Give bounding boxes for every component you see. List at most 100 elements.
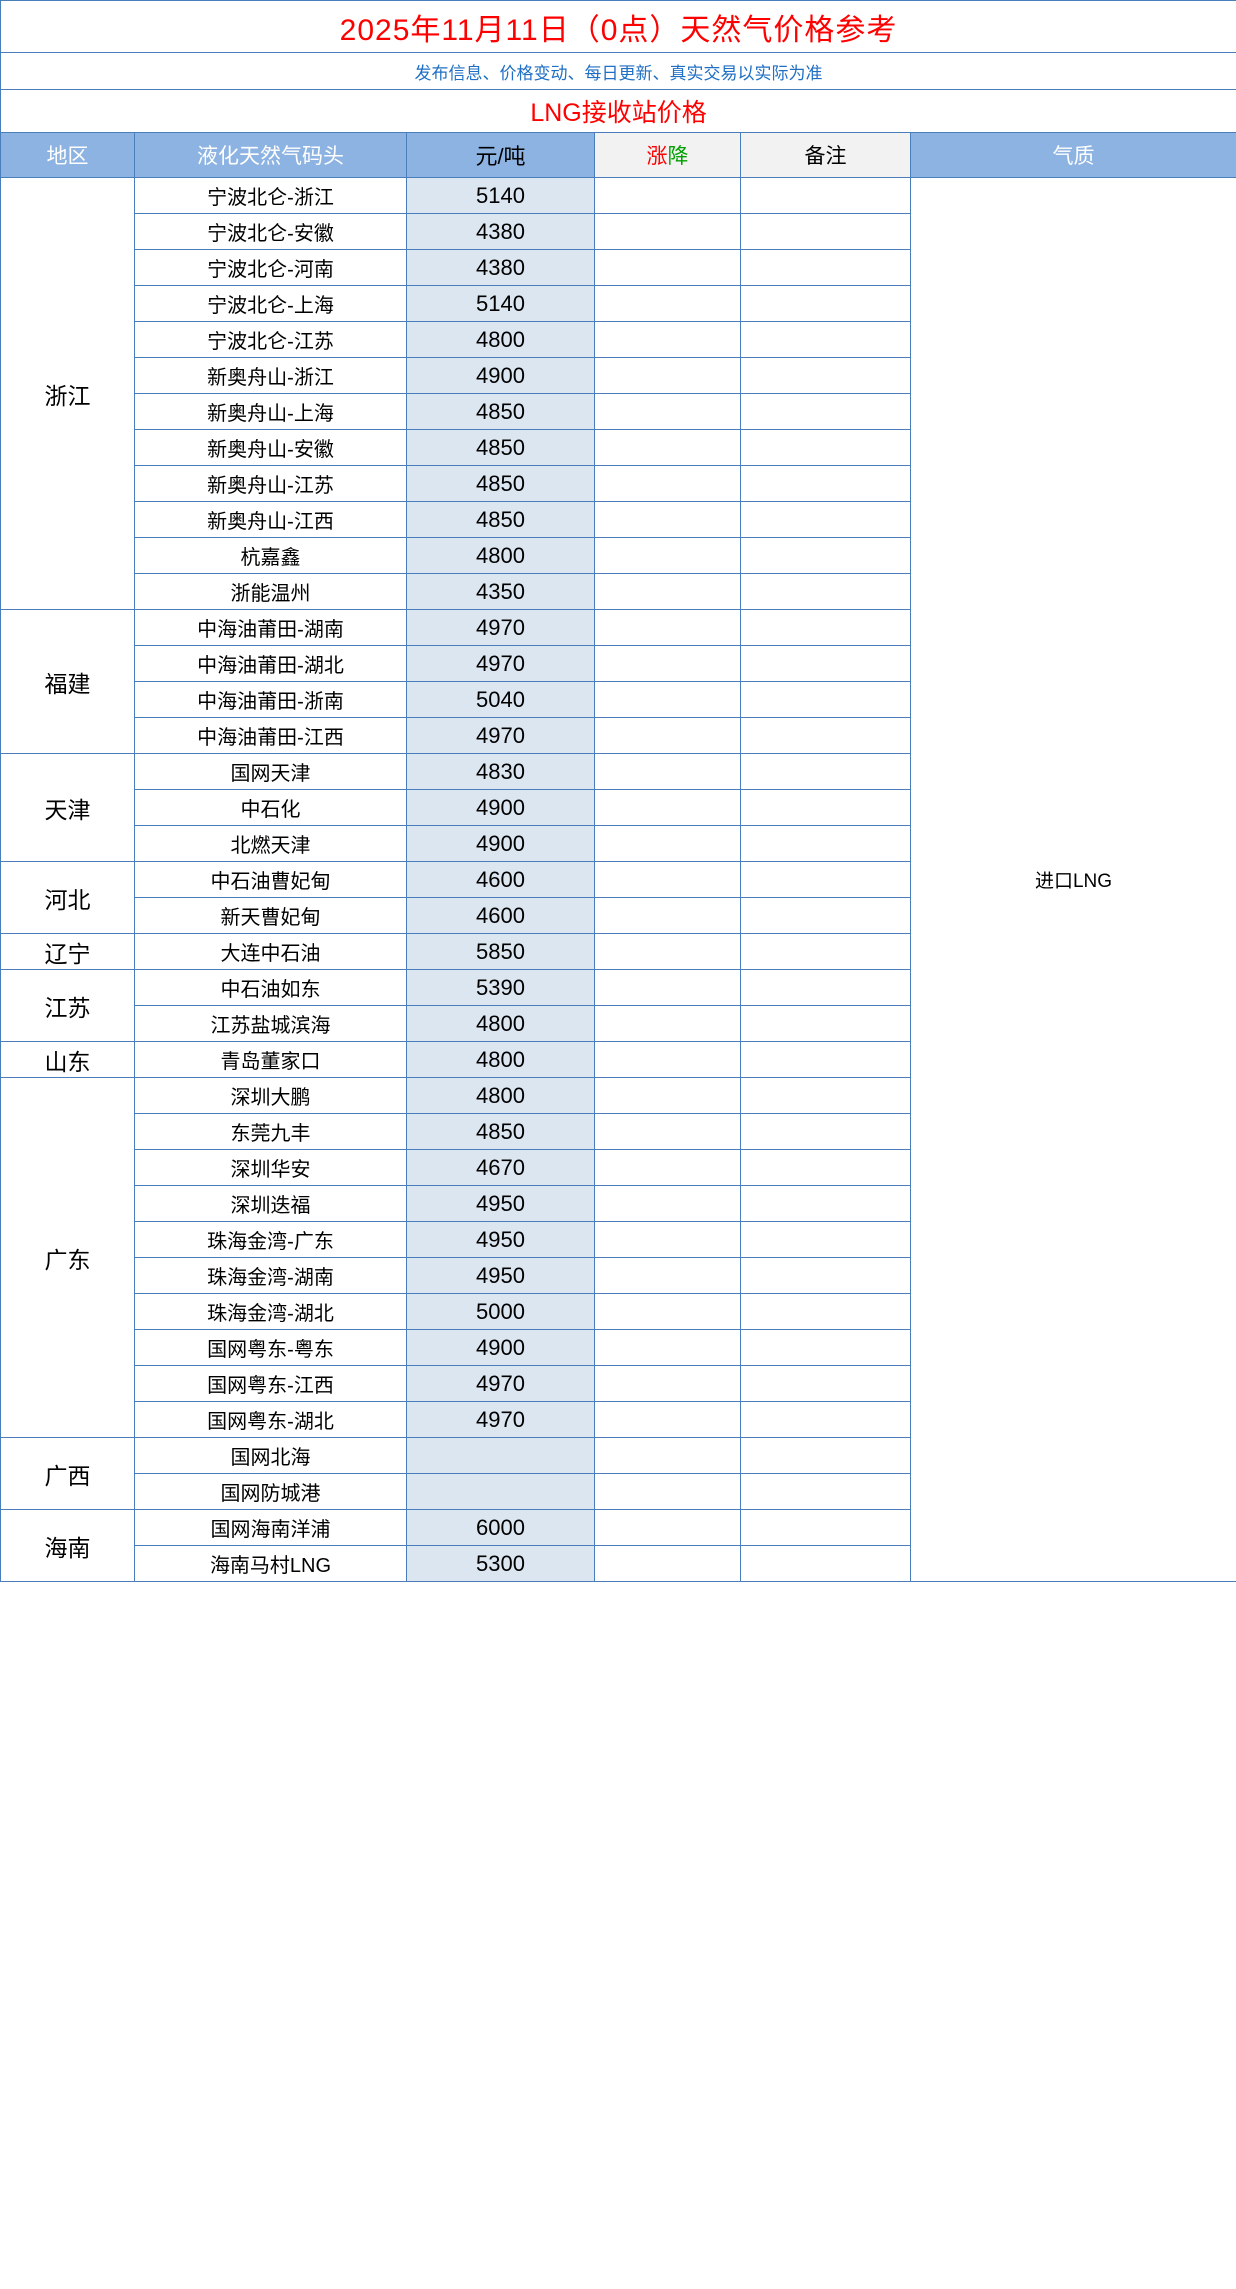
note-cell	[740, 1401, 911, 1438]
table-row: 天津 国网天津 4830	[0, 753, 1236, 862]
table-row: 辽宁 大连中石油 5850	[0, 933, 1236, 970]
table-row: 国网防城港	[1, 1473, 1236, 1510]
change-cell	[594, 861, 741, 898]
section-title: LNG接收站价格	[0, 89, 1236, 133]
change-cell	[594, 645, 741, 682]
price-cell: 5000	[406, 1293, 595, 1330]
table-row: 江苏盐城滨海 4800	[1, 1005, 1236, 1042]
change-cell	[594, 465, 741, 502]
price-cell: 4800	[406, 1077, 595, 1114]
price-cell: 4380	[406, 213, 595, 250]
terminal-cell: 中石油如东	[134, 969, 407, 1006]
header-note: 备注	[740, 132, 911, 178]
change-cell	[594, 1005, 741, 1042]
terminal-cell: 青岛董家口	[134, 1041, 407, 1078]
change-cell	[594, 537, 741, 574]
terminal-cell: 国网海南洋浦	[134, 1509, 407, 1546]
table-row: 国网粤东-江西 4970	[1, 1365, 1236, 1402]
region-cell: 福建	[0, 609, 135, 754]
price-cell	[406, 1437, 595, 1474]
price-cell: 4600	[406, 897, 595, 934]
price-cell: 5300	[406, 1545, 595, 1582]
terminal-cell: 新天曹妃甸	[134, 897, 407, 934]
price-cell: 4800	[406, 537, 595, 574]
terminal-cell: 宁波北仑-江苏	[134, 321, 407, 358]
column-header-row: 地区 液化天然气码头 元/吨 涨降 备注 气质	[0, 132, 1236, 178]
note-cell	[740, 789, 911, 826]
table-row: 宁波北仑-上海 5140	[1, 285, 1236, 322]
change-cell	[594, 1401, 741, 1438]
change-cell	[594, 825, 741, 862]
note-cell	[740, 1293, 911, 1330]
price-cell: 4900	[406, 825, 595, 862]
price-cell: 4800	[406, 321, 595, 358]
note-cell	[740, 1437, 911, 1474]
note-cell	[740, 681, 911, 718]
terminal-cell: 中海油莆田-浙南	[134, 681, 407, 718]
price-cell: 5390	[406, 969, 595, 1006]
price-cell: 4830	[406, 753, 595, 790]
table-row: 广东 深圳大鹏 4800	[0, 1077, 1236, 1438]
note-cell	[740, 357, 911, 394]
note-cell	[740, 933, 911, 970]
change-cell	[594, 1293, 741, 1330]
terminal-cell: 国网防城港	[134, 1473, 407, 1510]
change-cell	[594, 1473, 741, 1510]
change-cell	[594, 1077, 741, 1114]
terminal-cell: 海南马村LNG	[134, 1545, 407, 1582]
note-cell	[740, 177, 911, 214]
header-price: 元/吨	[406, 132, 595, 178]
price-cell: 4970	[406, 1365, 595, 1402]
price-cell: 4600	[406, 861, 595, 898]
terminal-cell: 珠海金湾-湖北	[134, 1293, 407, 1330]
price-cell: 4900	[406, 789, 595, 826]
terminal-cell: 宁波北仑-安徽	[134, 213, 407, 250]
note-cell	[740, 213, 911, 250]
terminal-cell: 新奥舟山-上海	[134, 393, 407, 430]
section-title-row: LNG接收站价格	[0, 89, 1236, 133]
price-cell: 4850	[406, 501, 595, 538]
terminal-cell: 新奥舟山-江苏	[134, 465, 407, 502]
note-cell	[740, 537, 911, 574]
change-cell	[594, 249, 741, 286]
price-cell: 4800	[406, 1041, 595, 1078]
terminal-cell: 深圳迭福	[134, 1185, 407, 1222]
note-cell	[740, 249, 911, 286]
region-cell: 河北	[0, 861, 135, 934]
price-cell: 4950	[406, 1221, 595, 1258]
region-cell: 浙江	[0, 177, 135, 610]
table-row: 国网粤东-湖北 4970	[1, 1401, 1236, 1438]
page-subtitle: 发布信息、价格变动、每日更新、真实交易以实际为准	[0, 52, 1236, 90]
note-cell	[740, 717, 911, 754]
terminal-cell: 深圳华安	[134, 1149, 407, 1186]
terminal-cell: 国网天津	[134, 753, 407, 790]
table-row: 新奥舟山-江西 4850	[1, 501, 1236, 538]
terminal-cell: 新奥舟山-安徽	[134, 429, 407, 466]
region-cell: 天津	[0, 753, 135, 862]
change-cell	[594, 1329, 741, 1366]
table-row: 海南马村LNG 5300	[1, 1545, 1236, 1582]
change-cell	[594, 1149, 741, 1186]
price-cell: 4850	[406, 429, 595, 466]
change-cell	[594, 429, 741, 466]
note-cell	[740, 969, 911, 1006]
note-cell	[740, 861, 911, 898]
region-cell: 辽宁	[0, 933, 135, 970]
table-row: 浙江 宁波北仑-浙江 5140 进口LNG	[0, 177, 1236, 1582]
price-cell: 4670	[406, 1149, 595, 1186]
quality-cell: 进口LNG	[909, 177, 1236, 1582]
terminal-cell: 江苏盐城滨海	[134, 1005, 407, 1042]
change-cell	[594, 969, 741, 1006]
table-row: 中石化 4900	[1, 789, 1236, 826]
table-row: 珠海金湾-广东 4950	[1, 1221, 1236, 1258]
table-row: 北燃天津 4900	[1, 825, 1236, 862]
change-cell	[594, 501, 741, 538]
change-cell	[594, 393, 741, 430]
change-cell	[594, 609, 741, 646]
terminal-cell: 深圳大鹏	[134, 1077, 407, 1114]
change-cell	[594, 1545, 741, 1582]
note-cell	[740, 573, 911, 610]
change-cell	[594, 1113, 741, 1150]
note-cell	[740, 285, 911, 322]
change-cell	[594, 1185, 741, 1222]
